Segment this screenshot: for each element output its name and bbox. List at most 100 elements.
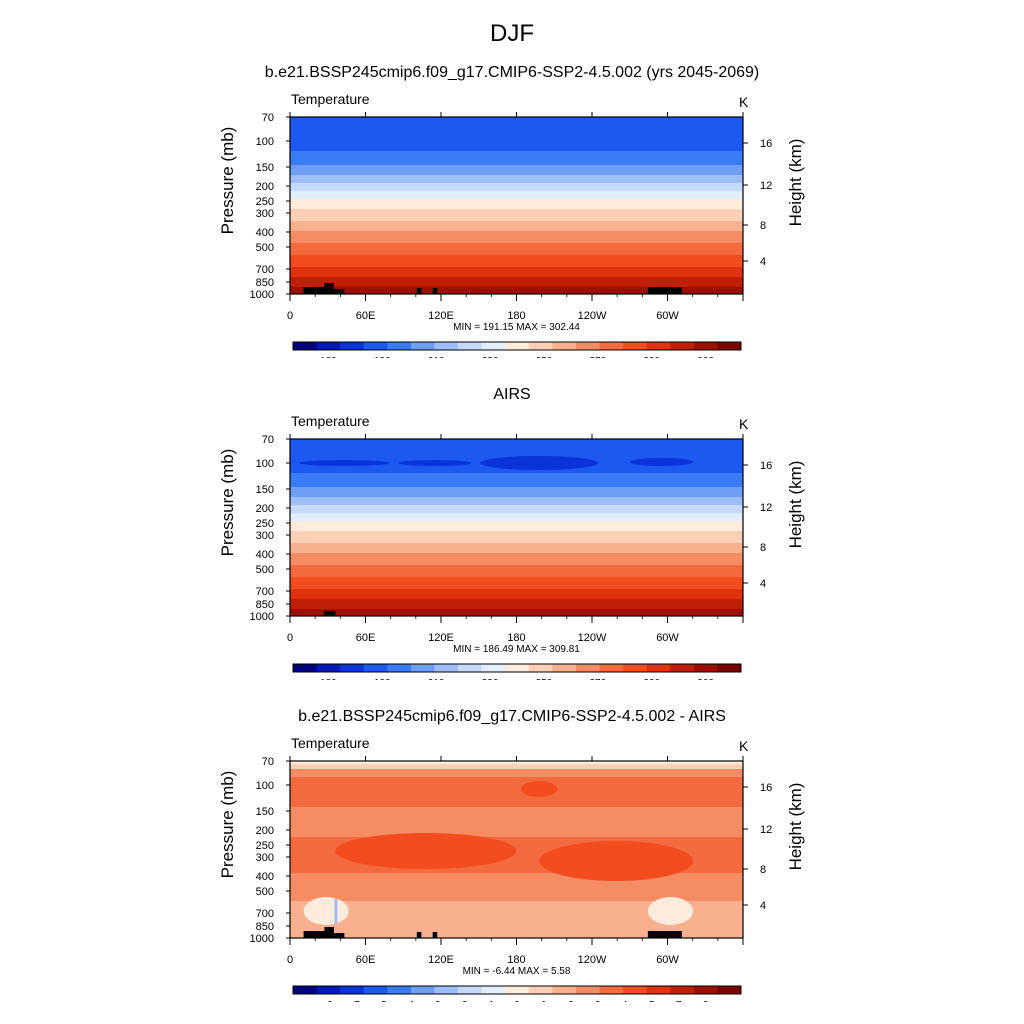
colorbar-label: -4: [405, 1000, 414, 1002]
pressure-tick-label: 400: [256, 227, 274, 239]
land-mask: [416, 932, 422, 938]
colorbar: [292, 985, 742, 995]
pressure-tick-label: 1000: [250, 611, 274, 623]
x-tick-label: 60W: [656, 954, 679, 966]
x-tick-label: 120W: [578, 954, 607, 966]
colorbar-swatch: [505, 986, 530, 994]
y2-axis-label: Height (km): [786, 139, 805, 227]
min-max-stats: MIN = 191.15 MAX = 302.44: [453, 322, 580, 333]
colorbar-swatch: [552, 342, 577, 350]
height-tick-label: 16: [760, 782, 772, 794]
land-mask: [333, 289, 345, 294]
temperature-band: [290, 191, 743, 200]
land-mask: [324, 927, 334, 938]
temperature-band: [290, 599, 743, 610]
colorbar-label: 230: [482, 678, 499, 680]
colorbar-swatch: [646, 342, 671, 350]
colorbar-swatch: [670, 986, 695, 994]
height-tick-label: 4: [760, 578, 766, 590]
temperature-band: [290, 577, 743, 590]
colorbar-swatch: [481, 342, 506, 350]
colorbar-swatch: [505, 664, 530, 672]
pressure-tick-label: 1000: [250, 933, 274, 945]
colorbar-label: 1: [541, 1000, 547, 1002]
colorbar-label: 2: [568, 1000, 574, 1002]
temperature-band: [290, 277, 743, 288]
colorbar-swatch: [646, 986, 671, 994]
pressure-tick-label: 70: [262, 112, 274, 124]
pressure-tick-label: 150: [256, 484, 274, 496]
temperature-band: [290, 609, 743, 616]
anomaly-region: [303, 897, 349, 925]
colorbar-swatch: [363, 664, 388, 672]
temperature-band: [290, 513, 743, 522]
colorbar-swatch: [505, 342, 530, 350]
colorbar-swatch: [458, 664, 482, 672]
pressure-tick-label: 70: [262, 756, 274, 768]
height-tick-label: 8: [760, 542, 766, 554]
pressure-tick-label: 700: [256, 908, 274, 920]
pressure-tick-label: 250: [256, 518, 274, 530]
temperature-band: [290, 231, 743, 244]
x-tick-label: 60W: [656, 310, 679, 322]
colorbar-label: 180: [320, 678, 337, 680]
colorbar-swatch: [575, 986, 600, 994]
temperature-band: [290, 505, 743, 514]
colorbar-swatch: [623, 342, 647, 350]
land-mask: [303, 287, 331, 294]
panel-1-title: b.e21.BSSP245cmip6.f09_g17.CMIP6-SSP2-4.…: [264, 64, 760, 81]
temperature-band: [290, 497, 743, 506]
colorbar-label: 270: [589, 356, 606, 358]
colorbar-swatch: [575, 664, 600, 672]
x-tick-label: 0: [287, 632, 293, 644]
land-mask: [333, 933, 345, 938]
colorbar-swatch: [434, 986, 459, 994]
colorbar-swatch: [340, 986, 365, 994]
land-mask: [432, 288, 438, 294]
panel-2-title: AIRS: [493, 386, 531, 403]
colorbar-label: -3: [432, 1000, 441, 1002]
y-axis-label: Pressure (mb): [218, 449, 237, 557]
pressure-tick-label: 250: [256, 840, 274, 852]
colorbar-label: 7: [676, 1000, 682, 1002]
pressure-tick-label: 70: [262, 434, 274, 446]
colorbar: [292, 663, 742, 673]
colorbar-swatch: [599, 664, 624, 672]
x-tick-label: 60E: [356, 632, 376, 644]
anomaly-region: [647, 897, 694, 925]
pressure-tick-label: 700: [256, 264, 274, 276]
variable-label: Temperature: [291, 413, 370, 429]
colorbar-label: 190: [374, 356, 391, 358]
temperature-band: [290, 439, 743, 462]
colorbar-swatch: [410, 664, 435, 672]
pressure-tick-label: 100: [256, 780, 274, 792]
colorbar-swatch: [717, 986, 742, 994]
x-tick-label: 60E: [356, 954, 376, 966]
colorbar-swatch: [693, 664, 718, 672]
colorbar-swatch: [599, 342, 624, 350]
x-tick-label: 180: [507, 310, 525, 322]
colorbar-label: 300: [697, 356, 714, 358]
anomaly-region: [539, 841, 694, 881]
contour-field: [290, 439, 743, 616]
colorbar-label: -7: [351, 1000, 360, 1002]
y-axis-label: Pressure (mb): [218, 771, 237, 879]
min-max-stats: MIN = 186.49 MAX = 309.81: [453, 644, 580, 655]
colorbar-label: -9: [324, 1000, 333, 1002]
variable-label: Temperature: [291, 735, 370, 751]
colorbar-label: 9: [703, 1000, 709, 1002]
colorbar: [292, 341, 742, 351]
pressure-tick-label: 500: [256, 564, 274, 576]
pressure-tick-label: 300: [256, 208, 274, 220]
colorbar-swatch: [316, 986, 341, 994]
y2-axis-label: Height (km): [786, 461, 805, 549]
colorbar-swatch: [363, 986, 388, 994]
colorbar-swatch: [670, 342, 695, 350]
colorbar-swatch: [458, 342, 482, 350]
x-tick-label: 60W: [656, 632, 679, 644]
x-tick-label: 120W: [578, 310, 607, 322]
panel-3-title: b.e21.BSSP245cmip6.f09_g17.CMIP6-SSP2-4.…: [298, 708, 726, 725]
anomaly-band: [290, 769, 743, 777]
colorbar-swatch: [363, 342, 388, 350]
pressure-tick-label: 500: [256, 886, 274, 898]
